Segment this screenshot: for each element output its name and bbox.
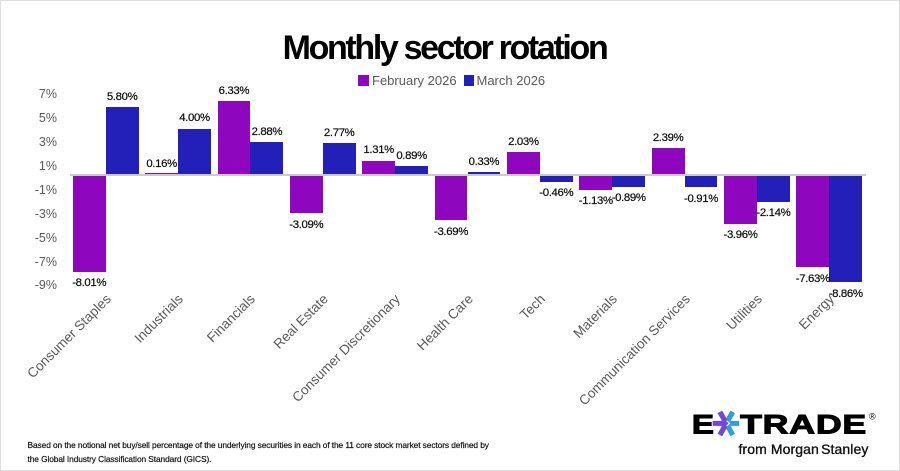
svg-text:®: ®: [869, 411, 876, 421]
svg-text:E: E: [691, 410, 713, 439]
svg-text:TRADE: TRADE: [740, 409, 867, 438]
